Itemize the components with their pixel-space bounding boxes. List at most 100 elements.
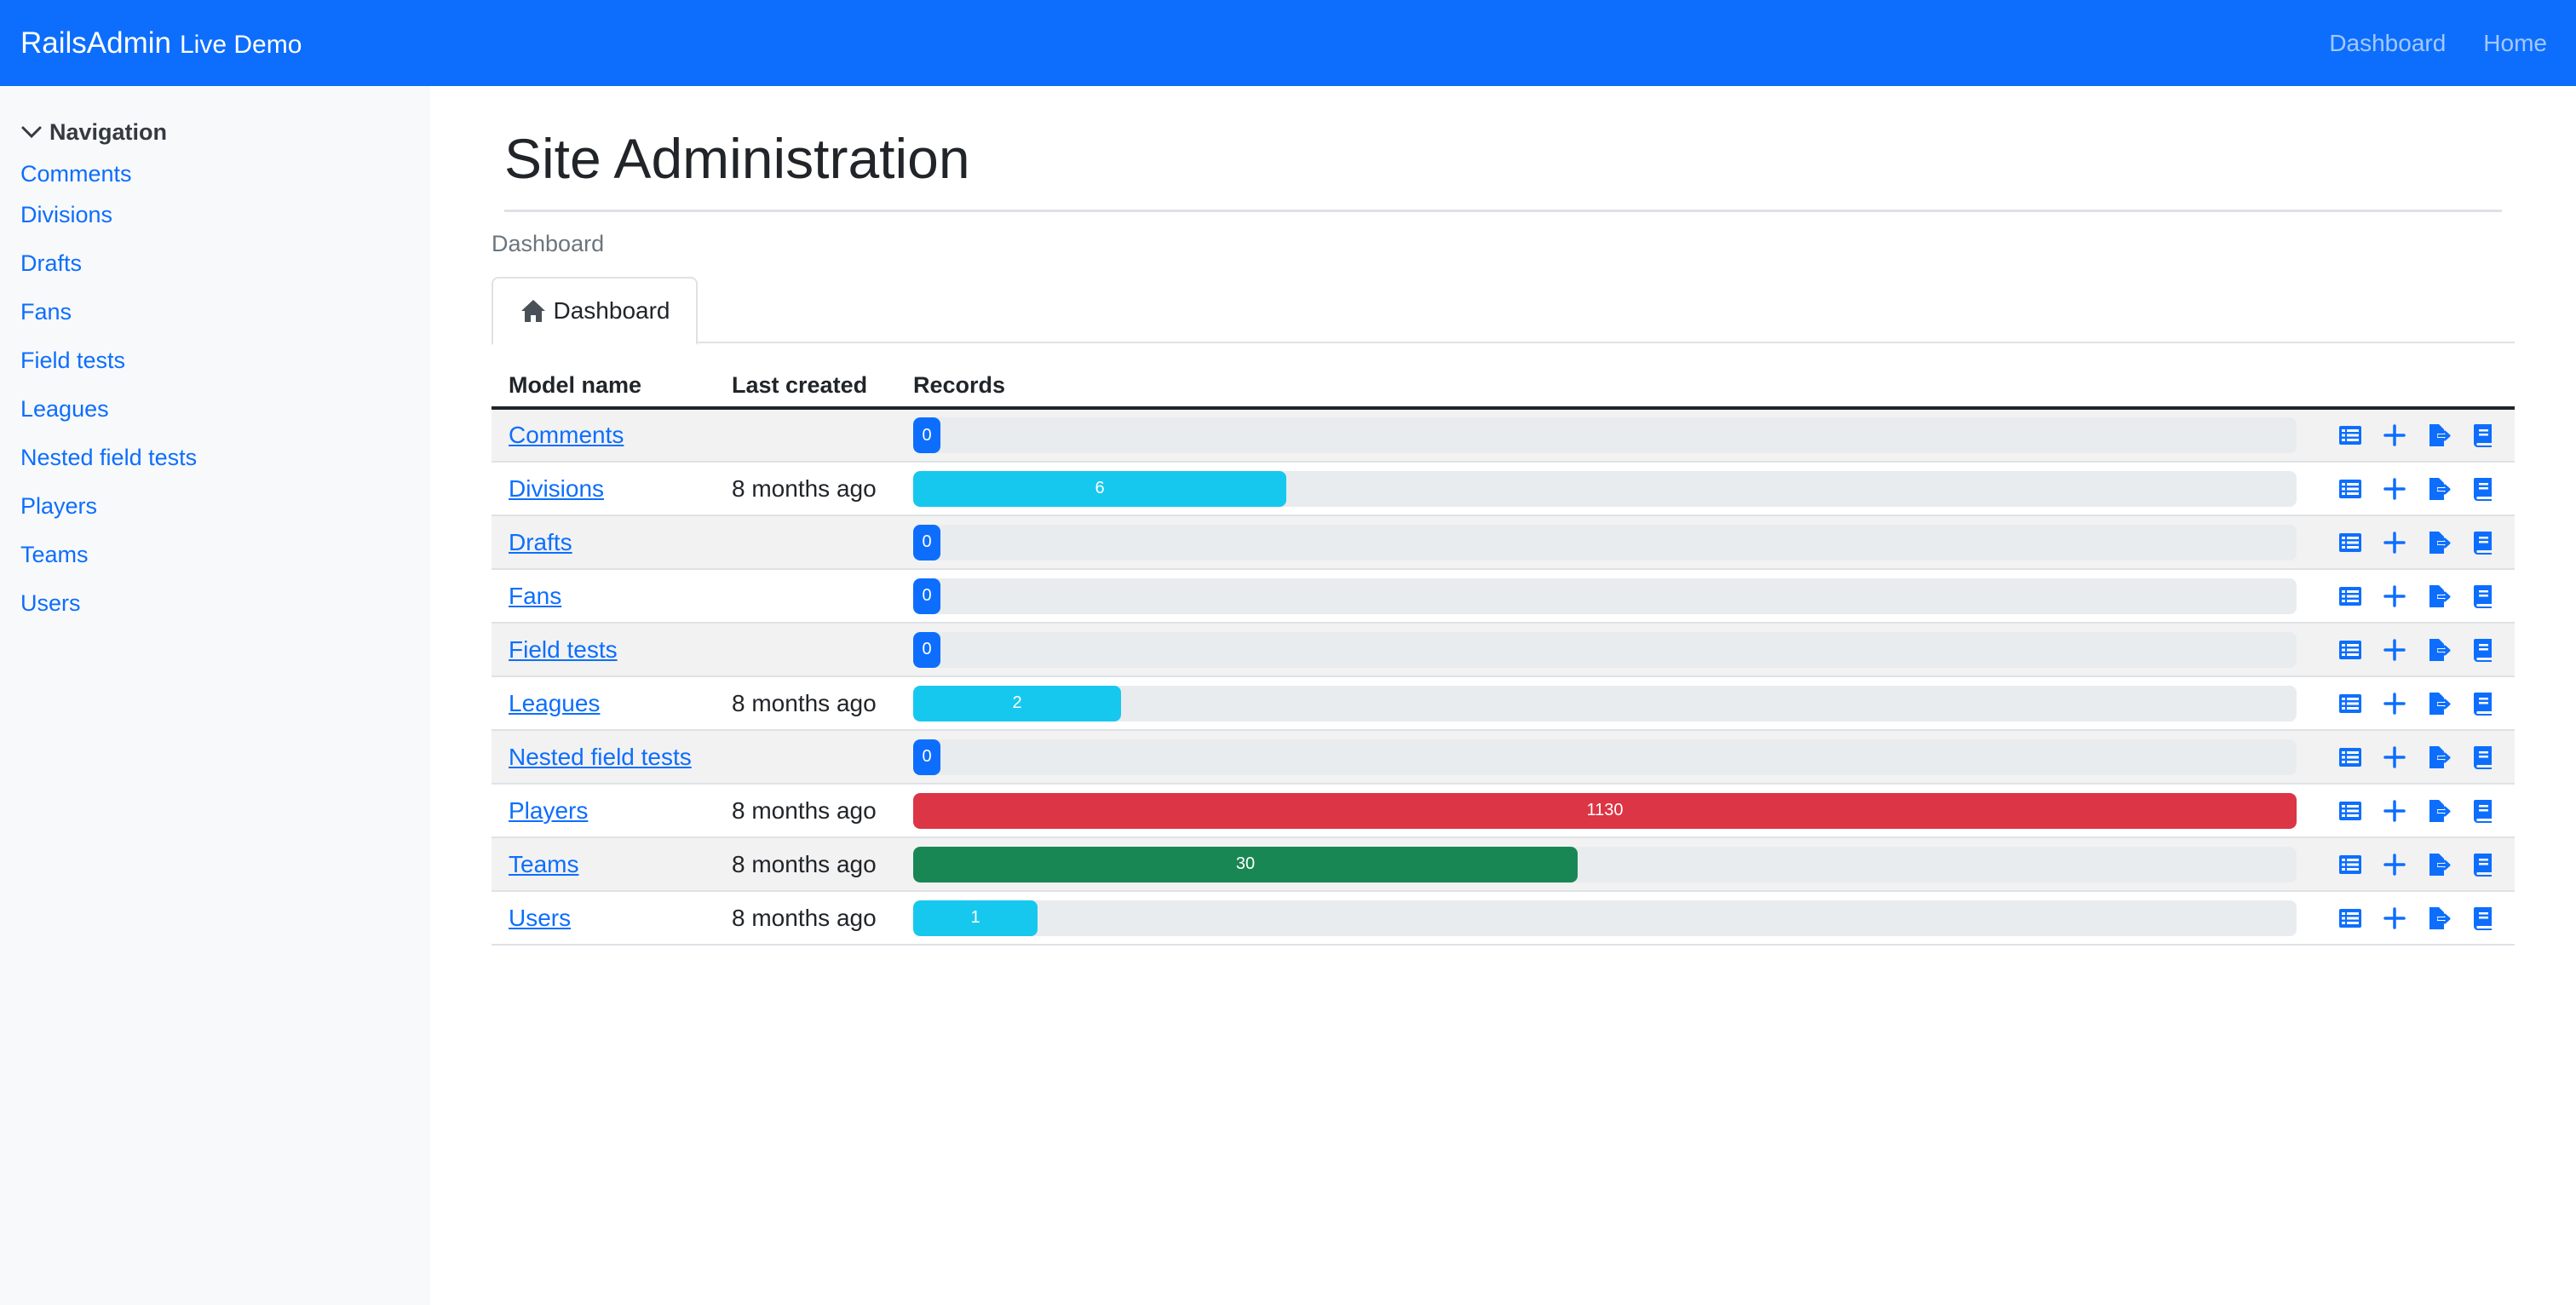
book-icon[interactable] xyxy=(2470,476,2496,502)
model-link[interactable]: Comments xyxy=(509,422,624,448)
row-actions xyxy=(2335,530,2515,555)
records-bar: 0 xyxy=(913,417,940,453)
sidebar-item-teams[interactable]: Teams xyxy=(20,542,89,567)
plus-icon[interactable] xyxy=(2382,423,2407,448)
sidebar-item-drafts[interactable]: Drafts xyxy=(20,250,83,276)
records-bar: 1 xyxy=(913,900,1038,936)
export-icon[interactable] xyxy=(2426,798,2452,824)
book-icon[interactable] xyxy=(2470,905,2496,931)
list-icon[interactable] xyxy=(2337,691,2363,716)
book-icon[interactable] xyxy=(2470,852,2496,877)
model-link[interactable]: Players xyxy=(509,796,589,824)
book-icon[interactable] xyxy=(2470,744,2496,770)
plus-icon[interactable] xyxy=(2382,798,2407,824)
records-count: 0 xyxy=(922,425,932,445)
book-icon[interactable] xyxy=(2470,530,2496,555)
model-link[interactable]: Divisions xyxy=(509,474,605,502)
navbar-links: Dashboard Home xyxy=(2329,30,2556,57)
model-link[interactable]: Leagues xyxy=(509,689,601,716)
export-icon[interactable] xyxy=(2426,637,2452,663)
records-count: 0 xyxy=(922,747,932,766)
row-actions xyxy=(2335,905,2515,931)
records-bar: 0 xyxy=(913,578,940,614)
plus-icon[interactable] xyxy=(2382,852,2407,877)
export-icon[interactable] xyxy=(2426,744,2452,770)
navbar-link-home[interactable]: Home xyxy=(2483,29,2547,56)
table-row: Users 8 months ago 1 xyxy=(492,891,2515,946)
model-link[interactable]: Field tests xyxy=(509,635,618,663)
last-created-value: 8 months ago xyxy=(732,850,877,877)
model-link[interactable]: Nested field tests xyxy=(509,743,692,770)
table-row: Nested field tests 0 xyxy=(492,730,2515,785)
last-created-value: 8 months ago xyxy=(732,904,877,931)
list-icon[interactable] xyxy=(2337,584,2363,609)
sidebar-item-divisions[interactable]: Divisions xyxy=(20,202,113,227)
sidebar-navigation-toggle[interactable]: Navigation xyxy=(0,115,430,149)
records-bar: 2 xyxy=(913,685,1121,721)
table-row: Field tests 0 xyxy=(492,623,2515,677)
list-icon[interactable] xyxy=(2337,744,2363,770)
records-progress: 2 xyxy=(913,685,2297,721)
records-progress: 1130 xyxy=(913,792,2297,829)
list-icon[interactable] xyxy=(2337,423,2363,448)
models-table: Model name Last created Records Comments… xyxy=(492,364,2515,946)
records-progress: 0 xyxy=(913,417,2297,453)
list-icon[interactable] xyxy=(2337,530,2363,555)
sidebar-item-leagues[interactable]: Leagues xyxy=(20,396,109,422)
export-icon[interactable] xyxy=(2426,476,2452,502)
plus-icon[interactable] xyxy=(2382,691,2407,716)
brand-name[interactable]: RailsAdmin xyxy=(20,26,171,60)
list-icon[interactable] xyxy=(2337,852,2363,877)
records-count: 30 xyxy=(1235,854,1256,873)
row-actions xyxy=(2335,798,2515,824)
tab-dashboard[interactable]: Dashboard xyxy=(492,277,698,345)
records-progress: 0 xyxy=(913,578,2297,614)
plus-icon[interactable] xyxy=(2382,744,2407,770)
model-link[interactable]: Users xyxy=(509,904,572,931)
list-icon[interactable] xyxy=(2337,798,2363,824)
records-progress: 1 xyxy=(913,900,2297,936)
list-icon[interactable] xyxy=(2337,637,2363,663)
sidebar-item-field-tests[interactable]: Field tests xyxy=(20,348,126,373)
plus-icon[interactable] xyxy=(2382,905,2407,931)
column-header-actions xyxy=(2317,364,2515,410)
book-icon[interactable] xyxy=(2470,584,2496,609)
export-icon[interactable] xyxy=(2426,423,2452,448)
plus-icon[interactable] xyxy=(2382,637,2407,663)
last-created-value: 8 months ago xyxy=(732,689,877,716)
export-icon[interactable] xyxy=(2426,905,2452,931)
sidebar: Navigation Comments Divisions Drafts Fan… xyxy=(0,86,430,1305)
sidebar-item-players[interactable]: Players xyxy=(20,493,98,519)
records-progress: 0 xyxy=(913,524,2297,561)
plus-icon[interactable] xyxy=(2382,530,2407,555)
book-icon[interactable] xyxy=(2470,637,2496,663)
book-icon[interactable] xyxy=(2470,798,2496,824)
plus-icon[interactable] xyxy=(2382,584,2407,609)
book-icon[interactable] xyxy=(2470,691,2496,716)
records-bar: 30 xyxy=(913,846,1578,882)
sidebar-item-users[interactable]: Users xyxy=(20,590,81,616)
export-icon[interactable] xyxy=(2426,584,2452,609)
list-icon[interactable] xyxy=(2337,476,2363,502)
model-link[interactable]: Fans xyxy=(509,582,562,609)
sidebar-item-comments[interactable]: Comments xyxy=(20,161,132,187)
export-icon[interactable] xyxy=(2426,852,2452,877)
book-icon[interactable] xyxy=(2470,423,2496,448)
title-divider xyxy=(504,210,2502,212)
export-icon[interactable] xyxy=(2426,691,2452,716)
brand-subtitle[interactable]: Live Demo xyxy=(180,30,302,59)
sidebar-item-nested-field-tests[interactable]: Nested field tests xyxy=(20,445,198,470)
navbar-link-dashboard[interactable]: Dashboard xyxy=(2329,29,2447,56)
table-row: Drafts 0 xyxy=(492,515,2515,570)
brand[interactable]: RailsAdmin Live Demo xyxy=(20,26,302,60)
model-link[interactable]: Drafts xyxy=(509,528,572,555)
table-row: Divisions 8 months ago 6 xyxy=(492,462,2515,516)
plus-icon[interactable] xyxy=(2382,476,2407,502)
export-icon[interactable] xyxy=(2426,530,2452,555)
table-row: Leagues 8 months ago 2 xyxy=(492,676,2515,731)
table-row: Players 8 months ago 1130 xyxy=(492,784,2515,838)
sidebar-item-fans[interactable]: Fans xyxy=(20,299,72,325)
page-title: Site Administration xyxy=(504,127,970,190)
list-icon[interactable] xyxy=(2337,905,2363,931)
model-link[interactable]: Teams xyxy=(509,850,579,877)
